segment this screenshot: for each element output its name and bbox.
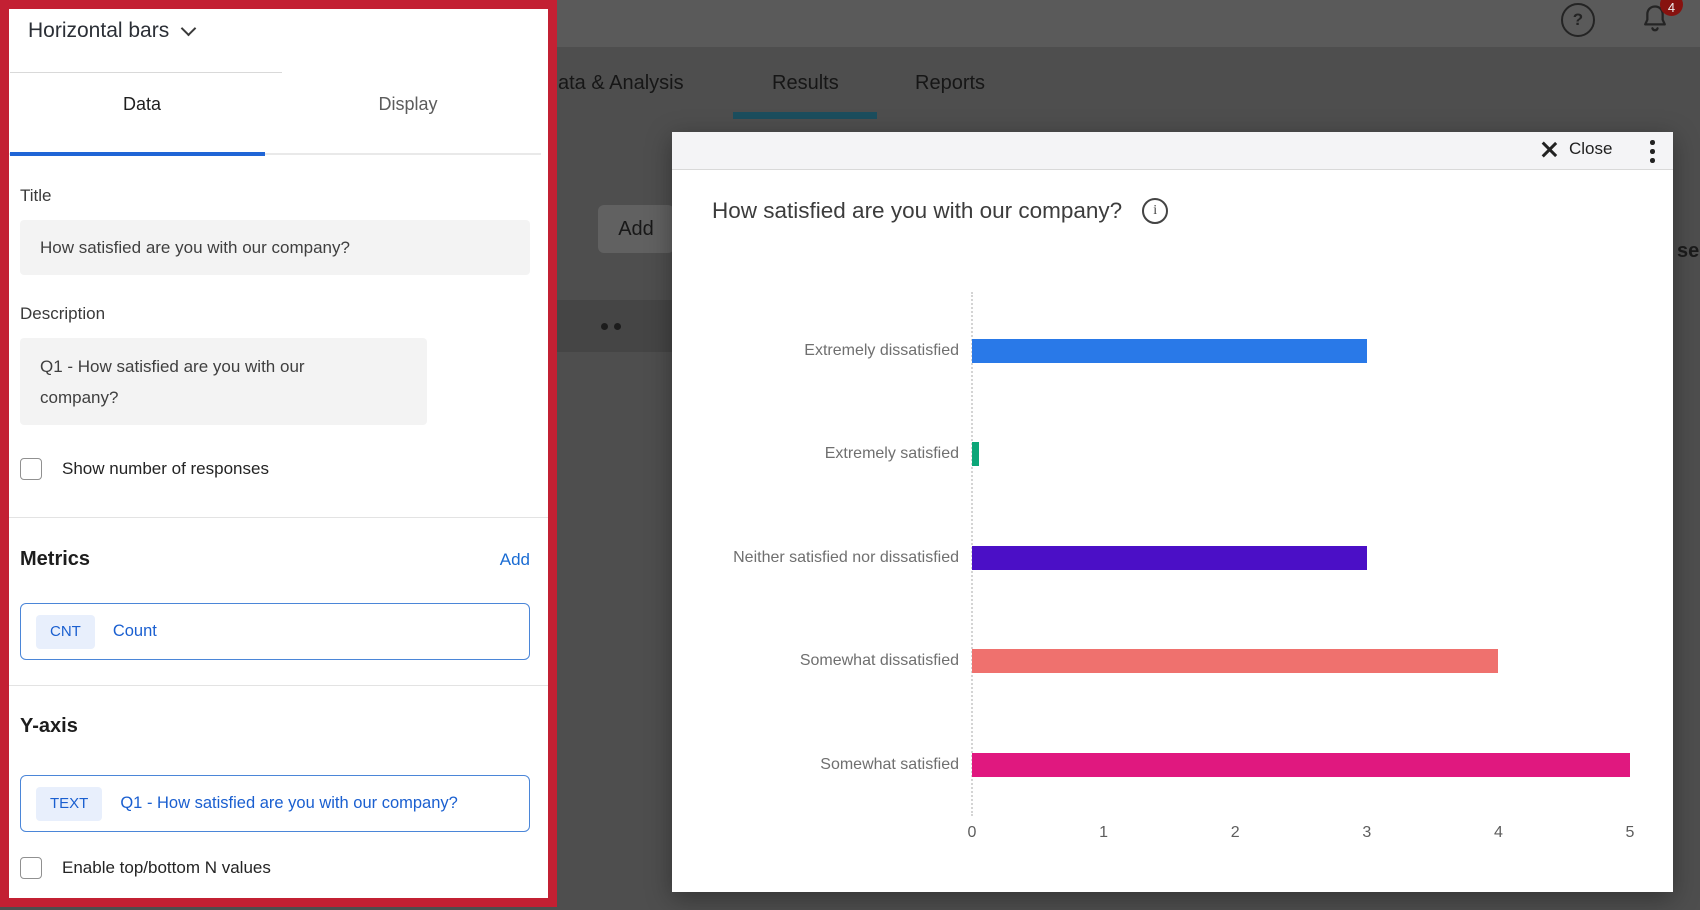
tab-data-analysis[interactable]: ata & Analysis <box>558 72 684 94</box>
description-input[interactable]: Q1 - How satisfied are you with our comp… <box>20 338 427 425</box>
show-responses-checkbox[interactable] <box>20 458 42 480</box>
tab-display[interactable]: Display <box>378 94 438 114</box>
bar[interactable] <box>972 649 1499 674</box>
notification-badge: 4 <box>1660 0 1683 16</box>
notifications-bell-icon[interactable] <box>1638 1 1672 37</box>
title-label: Title <box>20 186 52 205</box>
chevron-down-icon <box>180 20 197 36</box>
divider <box>9 685 548 686</box>
description-value: Q1 - How satisfied are you with our comp… <box>40 357 305 407</box>
kebab-menu-icon[interactable] <box>1648 138 1657 165</box>
tabs-baseline <box>9 153 541 155</box>
title-input[interactable]: How satisfied are you with our company? <box>20 220 530 275</box>
y-axis-type-chip: TEXT <box>36 786 103 821</box>
category-label: Neither satisfied nor dissatisfied <box>733 548 959 566</box>
modal-header: Close <box>672 132 1673 170</box>
chart-bar-row: Extremely satisfied <box>672 403 1652 507</box>
info-icon[interactable]: i <box>1142 198 1169 224</box>
y-axis-heading: Y-axis <box>20 715 78 737</box>
chart-type-dropdown[interactable]: Horizontal bars <box>28 19 197 43</box>
tab-data[interactable]: Data <box>122 94 162 114</box>
active-tab-indicator <box>10 152 265 156</box>
top-bottom-n-label: Enable top/bottom N values <box>62 858 271 877</box>
bar[interactable] <box>972 442 979 467</box>
close-button[interactable]: Close <box>1540 139 1612 159</box>
y-axis-value: Q1 - How satisfied are you with our comp… <box>120 794 458 812</box>
show-responses-label: Show number of responses <box>62 459 269 478</box>
x-axis-ticks: 0 1 2 3 4 5 <box>672 824 1652 848</box>
metrics-heading: Metrics <box>20 548 91 570</box>
category-label: Extremely satisfied <box>824 445 959 463</box>
metric-value: Count <box>112 622 157 640</box>
bar[interactable] <box>972 338 1367 363</box>
bar[interactable] <box>972 752 1630 777</box>
x-tick-label: 1 <box>1099 824 1109 841</box>
bar[interactable] <box>972 545 1367 570</box>
tab-results[interactable]: Results <box>772 72 839 94</box>
tab-reports[interactable]: Reports <box>915 72 986 94</box>
add-button[interactable]: Add <box>598 205 674 253</box>
drag-dots-icon <box>601 323 621 330</box>
chart-preview-modal: Close How satisfied are you with our com… <box>672 132 1673 892</box>
y-axis-item[interactable]: TEXT Q1 - How satisfied are you with our… <box>20 775 530 832</box>
top-bottom-n-checkbox[interactable] <box>20 857 42 879</box>
metrics-add-link[interactable]: Add <box>499 550 530 569</box>
category-label: Extremely dissatisfied <box>804 341 959 359</box>
metric-type-chip: CNT <box>36 614 95 649</box>
chart-bar-row: Neither satisfied nor dissatisfied <box>672 506 1652 610</box>
category-label: Somewhat dissatisfied <box>799 652 959 670</box>
chart-rows: Extremely dissatisfied Extremely satisfie… <box>672 299 1652 817</box>
chart-bar-row: Somewhat dissatisfied <box>672 610 1652 714</box>
chart-type-label: Horizontal bars <box>28 19 170 42</box>
description-label: Description <box>20 304 106 323</box>
divider <box>9 517 548 518</box>
help-icon[interactable]: ? <box>1561 3 1595 37</box>
category-label: Somewhat satisfied <box>820 755 959 773</box>
close-icon <box>1540 141 1557 158</box>
x-tick-label: 0 <box>967 824 977 841</box>
chart-settings-panel: Horizontal bars Data Display Title How s… <box>0 0 557 907</box>
chart-title: How satisfied are you with our company? <box>712 198 1123 223</box>
x-tick-label: 5 <box>1625 824 1635 841</box>
chart-bar-row: Somewhat satisfied <box>672 713 1652 817</box>
divider <box>10 72 282 73</box>
metric-item[interactable]: CNT Count <box>20 603 530 660</box>
x-tick-label: 3 <box>1362 824 1372 841</box>
x-tick-label: 4 <box>1493 824 1503 841</box>
close-label: Close <box>1569 139 1613 158</box>
chart-bar-row: Extremely dissatisfied <box>672 299 1652 403</box>
active-tab-underline <box>733 112 877 119</box>
partial-background-text: se <box>1677 240 1700 262</box>
x-tick-label: 2 <box>1230 824 1240 841</box>
